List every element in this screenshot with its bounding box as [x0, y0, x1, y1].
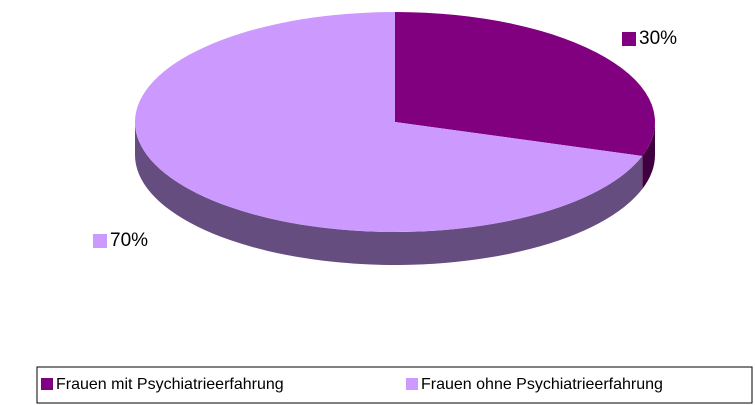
legend-swatch	[406, 378, 418, 390]
pie-side	[135, 122, 643, 265]
value-label: 70%	[110, 230, 148, 251]
legend-label: Frauen ohne Psychiatrieerfahrung	[421, 376, 663, 393]
legend-label: Frauen mit Psychiatrieerfahrung	[56, 376, 284, 393]
label-marker	[93, 234, 107, 248]
label-marker	[622, 32, 636, 46]
pie-side	[642, 122, 655, 189]
legend-box	[36, 366, 753, 404]
value-label: 30%	[639, 28, 677, 49]
pie-slice	[395, 12, 655, 156]
legend-swatch	[41, 378, 53, 390]
pie-slice	[135, 12, 643, 233]
